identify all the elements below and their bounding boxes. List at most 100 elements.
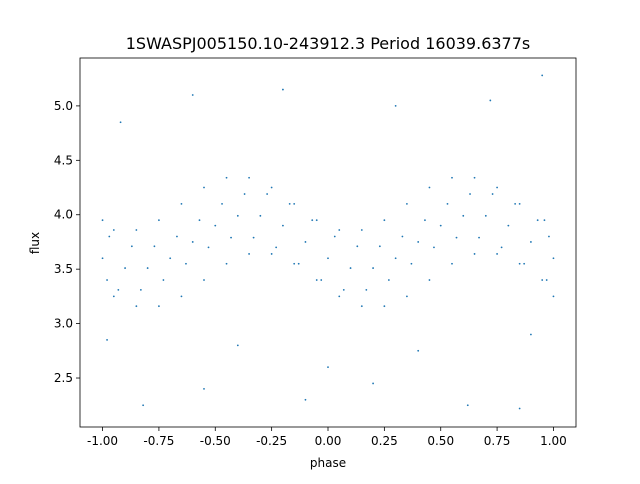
data-point xyxy=(410,262,413,265)
data-point xyxy=(101,257,104,260)
y-tick-label: 5.0 xyxy=(54,99,73,113)
data-point xyxy=(387,279,390,281)
data-point xyxy=(243,193,246,195)
x-tick-label: 0.25 xyxy=(371,434,398,448)
data-point xyxy=(446,202,449,205)
data-point xyxy=(518,202,521,205)
plot-frame xyxy=(79,57,577,428)
data-point xyxy=(162,279,165,281)
data-point xyxy=(394,104,397,107)
data-point xyxy=(135,305,138,308)
data-point xyxy=(356,245,359,248)
data-point xyxy=(270,253,273,255)
data-point xyxy=(106,339,108,341)
data-point xyxy=(101,219,104,222)
y-tick-label: 3.5 xyxy=(54,262,73,276)
data-point xyxy=(552,295,555,298)
data-point xyxy=(360,305,363,308)
data-point xyxy=(236,344,239,347)
data-point xyxy=(541,74,544,77)
data-point xyxy=(455,236,458,239)
data-point xyxy=(106,279,108,281)
y-tick-label: 4.5 xyxy=(54,153,73,167)
data-point xyxy=(108,235,111,238)
data-point xyxy=(248,253,250,255)
data-point xyxy=(424,219,426,222)
data-point xyxy=(365,288,368,291)
data-point xyxy=(169,257,172,260)
data-point xyxy=(536,219,539,222)
data-point xyxy=(112,295,115,298)
data-point xyxy=(496,253,498,255)
y-tick-label: 2.5 xyxy=(54,371,73,385)
data-points xyxy=(101,74,555,410)
data-point xyxy=(320,279,323,281)
data-point xyxy=(198,219,201,222)
data-point xyxy=(383,305,386,308)
data-point xyxy=(530,241,532,243)
data-point xyxy=(142,404,145,407)
data-point xyxy=(500,246,503,249)
data-point xyxy=(146,267,149,269)
data-point xyxy=(327,257,329,260)
data-point xyxy=(259,214,262,217)
data-point xyxy=(349,267,352,269)
data-point xyxy=(230,236,232,239)
data-point xyxy=(473,253,476,255)
data-point xyxy=(417,349,420,352)
data-point xyxy=(225,176,228,179)
data-point xyxy=(372,382,374,385)
data-point xyxy=(203,279,205,281)
data-point xyxy=(203,186,205,189)
data-point xyxy=(180,295,183,298)
data-point xyxy=(297,262,300,265)
data-point xyxy=(451,262,453,265)
data-point xyxy=(191,94,194,96)
data-point xyxy=(338,229,341,231)
data-point xyxy=(530,333,532,336)
data-point xyxy=(417,241,420,243)
data-point xyxy=(185,262,187,265)
data-point xyxy=(293,262,296,265)
x-tick-label: -0.25 xyxy=(256,434,287,448)
data-point xyxy=(428,279,431,281)
data-point xyxy=(507,224,510,227)
data-point xyxy=(394,257,397,260)
data-point xyxy=(327,366,329,369)
data-point xyxy=(158,219,160,222)
data-point xyxy=(383,219,386,222)
y-tick-label: 3.0 xyxy=(54,317,73,331)
x-tick-label: 1.00 xyxy=(540,434,567,448)
data-point xyxy=(338,295,341,298)
data-point xyxy=(478,236,480,239)
data-point xyxy=(293,202,296,205)
data-point xyxy=(236,214,239,217)
x-tick-label: 0.00 xyxy=(315,434,342,448)
data-point xyxy=(124,267,126,269)
data-point xyxy=(462,214,465,217)
data-point xyxy=(315,219,318,222)
chart-title: 1SWASPJ005150.10-243912.3 Period 16039.6… xyxy=(126,34,531,53)
data-point xyxy=(469,193,471,195)
data-point xyxy=(176,235,178,238)
data-point xyxy=(473,176,476,179)
data-point xyxy=(112,229,115,231)
data-point xyxy=(130,245,133,248)
data-point xyxy=(466,404,469,407)
data-point xyxy=(401,235,404,238)
data-point xyxy=(360,229,363,231)
data-point xyxy=(119,121,122,124)
data-point xyxy=(406,202,408,205)
data-point xyxy=(484,214,487,217)
data-point xyxy=(514,202,517,205)
data-point xyxy=(288,202,291,205)
data-point xyxy=(282,88,284,91)
data-point xyxy=(496,186,498,189)
data-point xyxy=(153,245,156,248)
data-point xyxy=(342,288,345,291)
data-point xyxy=(221,202,223,205)
y-axis: 2.5 3.0 3.5 4.0 4.5 5.0 xyxy=(54,99,80,385)
data-point xyxy=(304,241,307,243)
data-point xyxy=(439,224,442,227)
